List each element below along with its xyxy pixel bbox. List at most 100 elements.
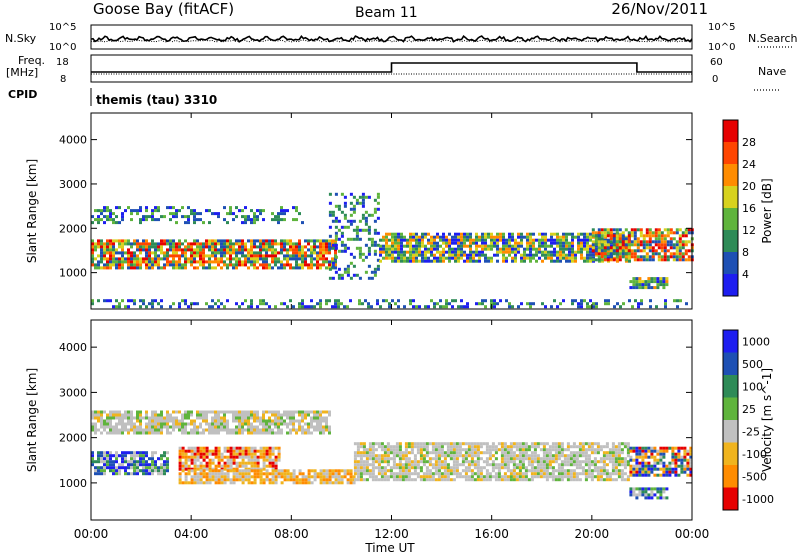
echo-cell — [578, 451, 582, 455]
echo-cell — [220, 245, 223, 249]
echo-cell — [373, 228, 377, 232]
echo-cell — [647, 455, 651, 459]
echo-cell — [334, 239, 337, 243]
echo-cell — [205, 446, 209, 450]
echo-cell — [494, 463, 498, 467]
echo-cell — [530, 475, 534, 479]
echo-cell — [410, 448, 414, 452]
echo-cell — [115, 454, 118, 458]
echo-cell — [226, 242, 229, 246]
echo-cell — [205, 464, 209, 468]
echo-cell — [589, 253, 592, 257]
echo-cell — [493, 235, 496, 239]
echo-cell — [307, 472, 311, 476]
echo-cell — [443, 472, 447, 476]
echo-cell — [127, 254, 130, 258]
echo-cell — [674, 470, 678, 474]
echo-cell — [301, 413, 304, 417]
echo-cell — [425, 448, 429, 452]
echo-cell — [464, 475, 468, 479]
echo-cell — [521, 448, 525, 452]
echo-cell — [310, 251, 313, 255]
echo-cell — [301, 254, 304, 258]
colorbar-segment — [723, 397, 738, 420]
echo-cell — [100, 460, 103, 464]
echo-cell — [386, 460, 390, 464]
echo-cell — [292, 481, 296, 485]
echo-cell — [241, 416, 244, 420]
echo-cell — [419, 460, 423, 464]
echo-cell — [175, 215, 178, 219]
y-tick-label: 3000 — [59, 386, 87, 399]
echo-cell — [277, 251, 280, 255]
echo-cell — [527, 445, 531, 449]
echo-cell — [331, 246, 335, 250]
echo-cell — [681, 243, 685, 247]
echo-cell — [277, 416, 280, 420]
echo-cell — [611, 454, 615, 458]
echo-cell — [154, 206, 157, 210]
echo-cell — [292, 419, 295, 423]
echo-cell — [380, 457, 384, 461]
echo-cell — [609, 252, 613, 256]
echo-cell — [440, 445, 444, 449]
echo-cell — [181, 425, 184, 429]
echo-cell — [532, 238, 535, 242]
echo-cell — [316, 472, 320, 476]
echo-cell — [437, 451, 441, 455]
echo-cell — [331, 305, 334, 309]
echo-cell — [557, 478, 561, 482]
echo-cell — [130, 413, 133, 417]
echo-cell — [586, 244, 589, 248]
echo-cell — [331, 472, 335, 476]
echo-cell — [409, 238, 412, 242]
echo-cell — [484, 247, 487, 251]
echo-cell — [235, 425, 238, 429]
echo-cell — [653, 286, 657, 290]
echo-cell — [196, 212, 199, 216]
echo-cell — [437, 475, 441, 479]
echo-cell — [392, 460, 396, 464]
echo-cell — [545, 457, 549, 461]
echo-cell — [112, 466, 115, 470]
echo-cell — [511, 235, 514, 239]
echo-cell — [675, 240, 679, 244]
echo-cell — [187, 242, 190, 246]
echo-cell — [633, 228, 637, 232]
echo-cell — [515, 475, 519, 479]
echo-cell — [403, 259, 406, 263]
echo-cell — [187, 218, 190, 222]
echo-cell — [460, 305, 463, 309]
echo-cell — [316, 419, 319, 423]
echo-cell — [157, 302, 160, 306]
echo-cell — [640, 299, 643, 303]
echo-cell — [623, 442, 627, 446]
echo-cell — [274, 455, 278, 459]
echo-cell — [349, 481, 353, 485]
echo-cell — [511, 250, 514, 254]
echo-cell — [106, 299, 109, 303]
echo-cell — [286, 413, 289, 417]
echo-cell — [560, 454, 564, 458]
echo-cell — [654, 243, 658, 247]
echo-cell — [380, 478, 384, 482]
echo-cell — [370, 305, 373, 309]
echo-cell — [109, 239, 112, 243]
echo-cell — [181, 254, 184, 258]
echo-cell — [166, 257, 169, 261]
echo-cell — [641, 452, 645, 456]
echo-cell — [609, 228, 613, 232]
echo-cell — [461, 442, 465, 446]
echo-cell — [142, 302, 145, 306]
echo-cell — [659, 461, 663, 465]
echo-cell — [130, 463, 133, 467]
echo-cell — [97, 413, 100, 417]
echo-cell — [430, 247, 433, 251]
echo-cell — [647, 493, 651, 497]
echo-cell — [307, 413, 310, 417]
echo-cell — [385, 247, 388, 251]
echo-cell — [512, 478, 516, 482]
echo-cell — [205, 413, 208, 417]
y-tick-label: 1000 — [59, 477, 87, 490]
echo-cell — [514, 259, 517, 263]
